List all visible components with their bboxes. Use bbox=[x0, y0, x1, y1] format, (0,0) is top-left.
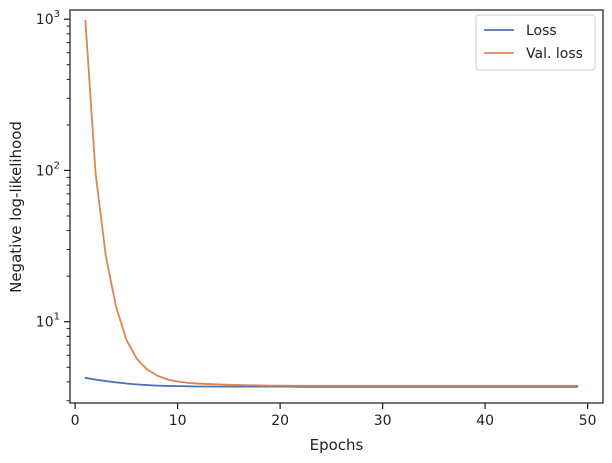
x-tick-label: 50 bbox=[579, 413, 597, 429]
y-tick-label: 102 bbox=[36, 160, 60, 179]
plot-area bbox=[70, 10, 603, 403]
x-tick-label: 10 bbox=[169, 413, 187, 429]
x-axis: 0 10 20 30 40 50 bbox=[71, 403, 597, 429]
legend-box bbox=[475, 14, 596, 71]
plot-frame bbox=[69, 9, 604, 404]
x-tick-label: 40 bbox=[476, 413, 494, 429]
series-layer bbox=[84, 19, 579, 388]
y-axis-label: Negative log-likelihood bbox=[7, 121, 25, 293]
y-tick-label: 103 bbox=[36, 9, 60, 28]
y-axis: 101 102 103 bbox=[36, 9, 70, 402]
series-line-loss bbox=[84, 376, 579, 388]
legend: Loss Val. loss bbox=[475, 14, 596, 71]
x-tick-label: 20 bbox=[271, 413, 289, 429]
x-axis-label: Epochs bbox=[310, 436, 364, 454]
legend-label-loss: Loss bbox=[526, 23, 557, 39]
y-tick-label: 101 bbox=[36, 312, 60, 331]
x-tick-label: 30 bbox=[374, 413, 392, 429]
legend-label-val-loss: Val. loss bbox=[526, 46, 583, 62]
series-line-val-loss bbox=[84, 19, 579, 387]
x-tick-label: 0 bbox=[71, 413, 80, 429]
